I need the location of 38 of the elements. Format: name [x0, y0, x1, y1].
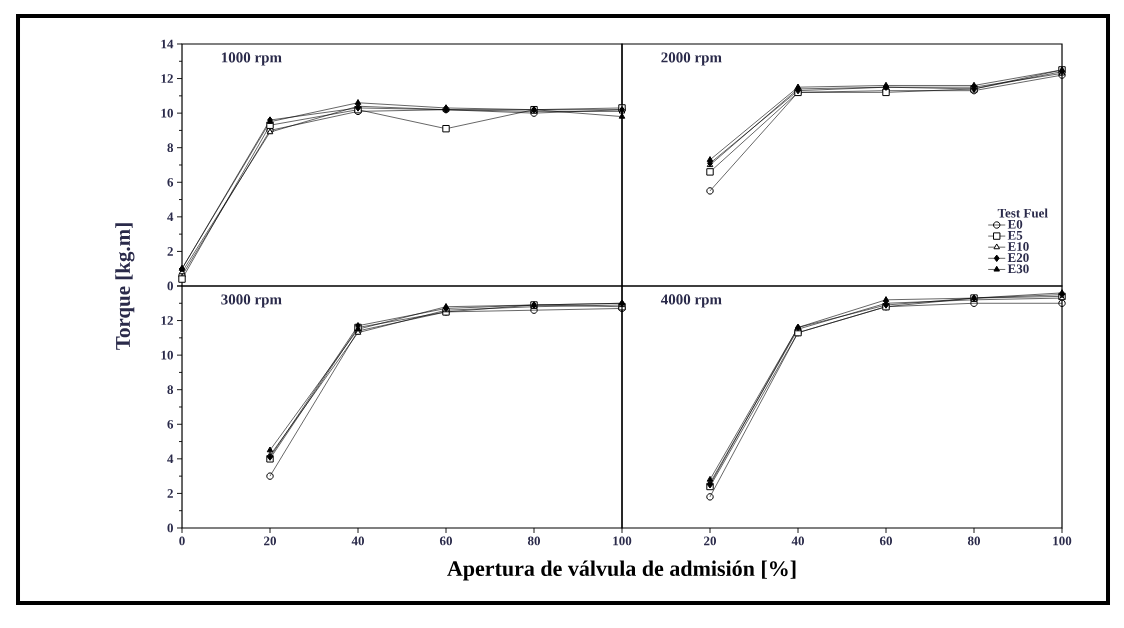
- y-tick-label: 8: [167, 143, 174, 153]
- y-tick-label: 4: [167, 454, 174, 464]
- legend-title: Test Fuel: [997, 208, 1048, 218]
- y-tick-label: 6: [167, 419, 174, 429]
- y-tick-label: 12: [161, 74, 173, 83]
- chart-title: 2000 rpm: [661, 52, 722, 66]
- x-tick-label: 100: [1053, 536, 1072, 546]
- y-tick-label: 4: [167, 212, 174, 222]
- y-tick-label: 14: [161, 39, 174, 49]
- legend-label: E10: [1007, 242, 1029, 251]
- y-tick-label: 0: [167, 523, 173, 533]
- y-tick-label: 10: [161, 108, 173, 118]
- y-axis-title: Torque [kg.m]: [115, 223, 135, 350]
- chart-title: 1000 rpm: [221, 52, 282, 66]
- legend-label: E5: [1007, 231, 1023, 240]
- chart-title: 3000 rpm: [221, 294, 282, 308]
- legend-label: E20: [1007, 253, 1029, 263]
- y-tick-label: 6: [167, 177, 174, 187]
- x-tick-label: 20: [704, 536, 717, 546]
- legend-label: E30: [1007, 264, 1029, 274]
- chart-title: 4000 rpm: [660, 294, 722, 308]
- x-tick-label: 20: [264, 536, 277, 546]
- y-tick-label: 12: [161, 316, 173, 325]
- y-tick-label: 8: [167, 385, 174, 395]
- y-tick-label: 2: [167, 247, 173, 256]
- x-tick-label: 40: [351, 536, 365, 546]
- x-tick-label: 80: [967, 536, 981, 546]
- x-tick-label: 60: [879, 536, 893, 546]
- y-tick-label: 0: [167, 281, 173, 291]
- x-tick-label: 60: [439, 536, 453, 546]
- legend-label: E0: [1007, 219, 1023, 229]
- y-tick-label: 10: [161, 350, 173, 360]
- y-tick-label: 2: [167, 489, 173, 498]
- x-tick-label: 40: [791, 536, 805, 546]
- x-tick-label: 100: [613, 536, 632, 546]
- x-tick-label: 0: [179, 536, 185, 546]
- x-axis-title: Apertura de válvula de admisión [%]: [447, 560, 796, 581]
- x-tick-label: 80: [527, 536, 541, 546]
